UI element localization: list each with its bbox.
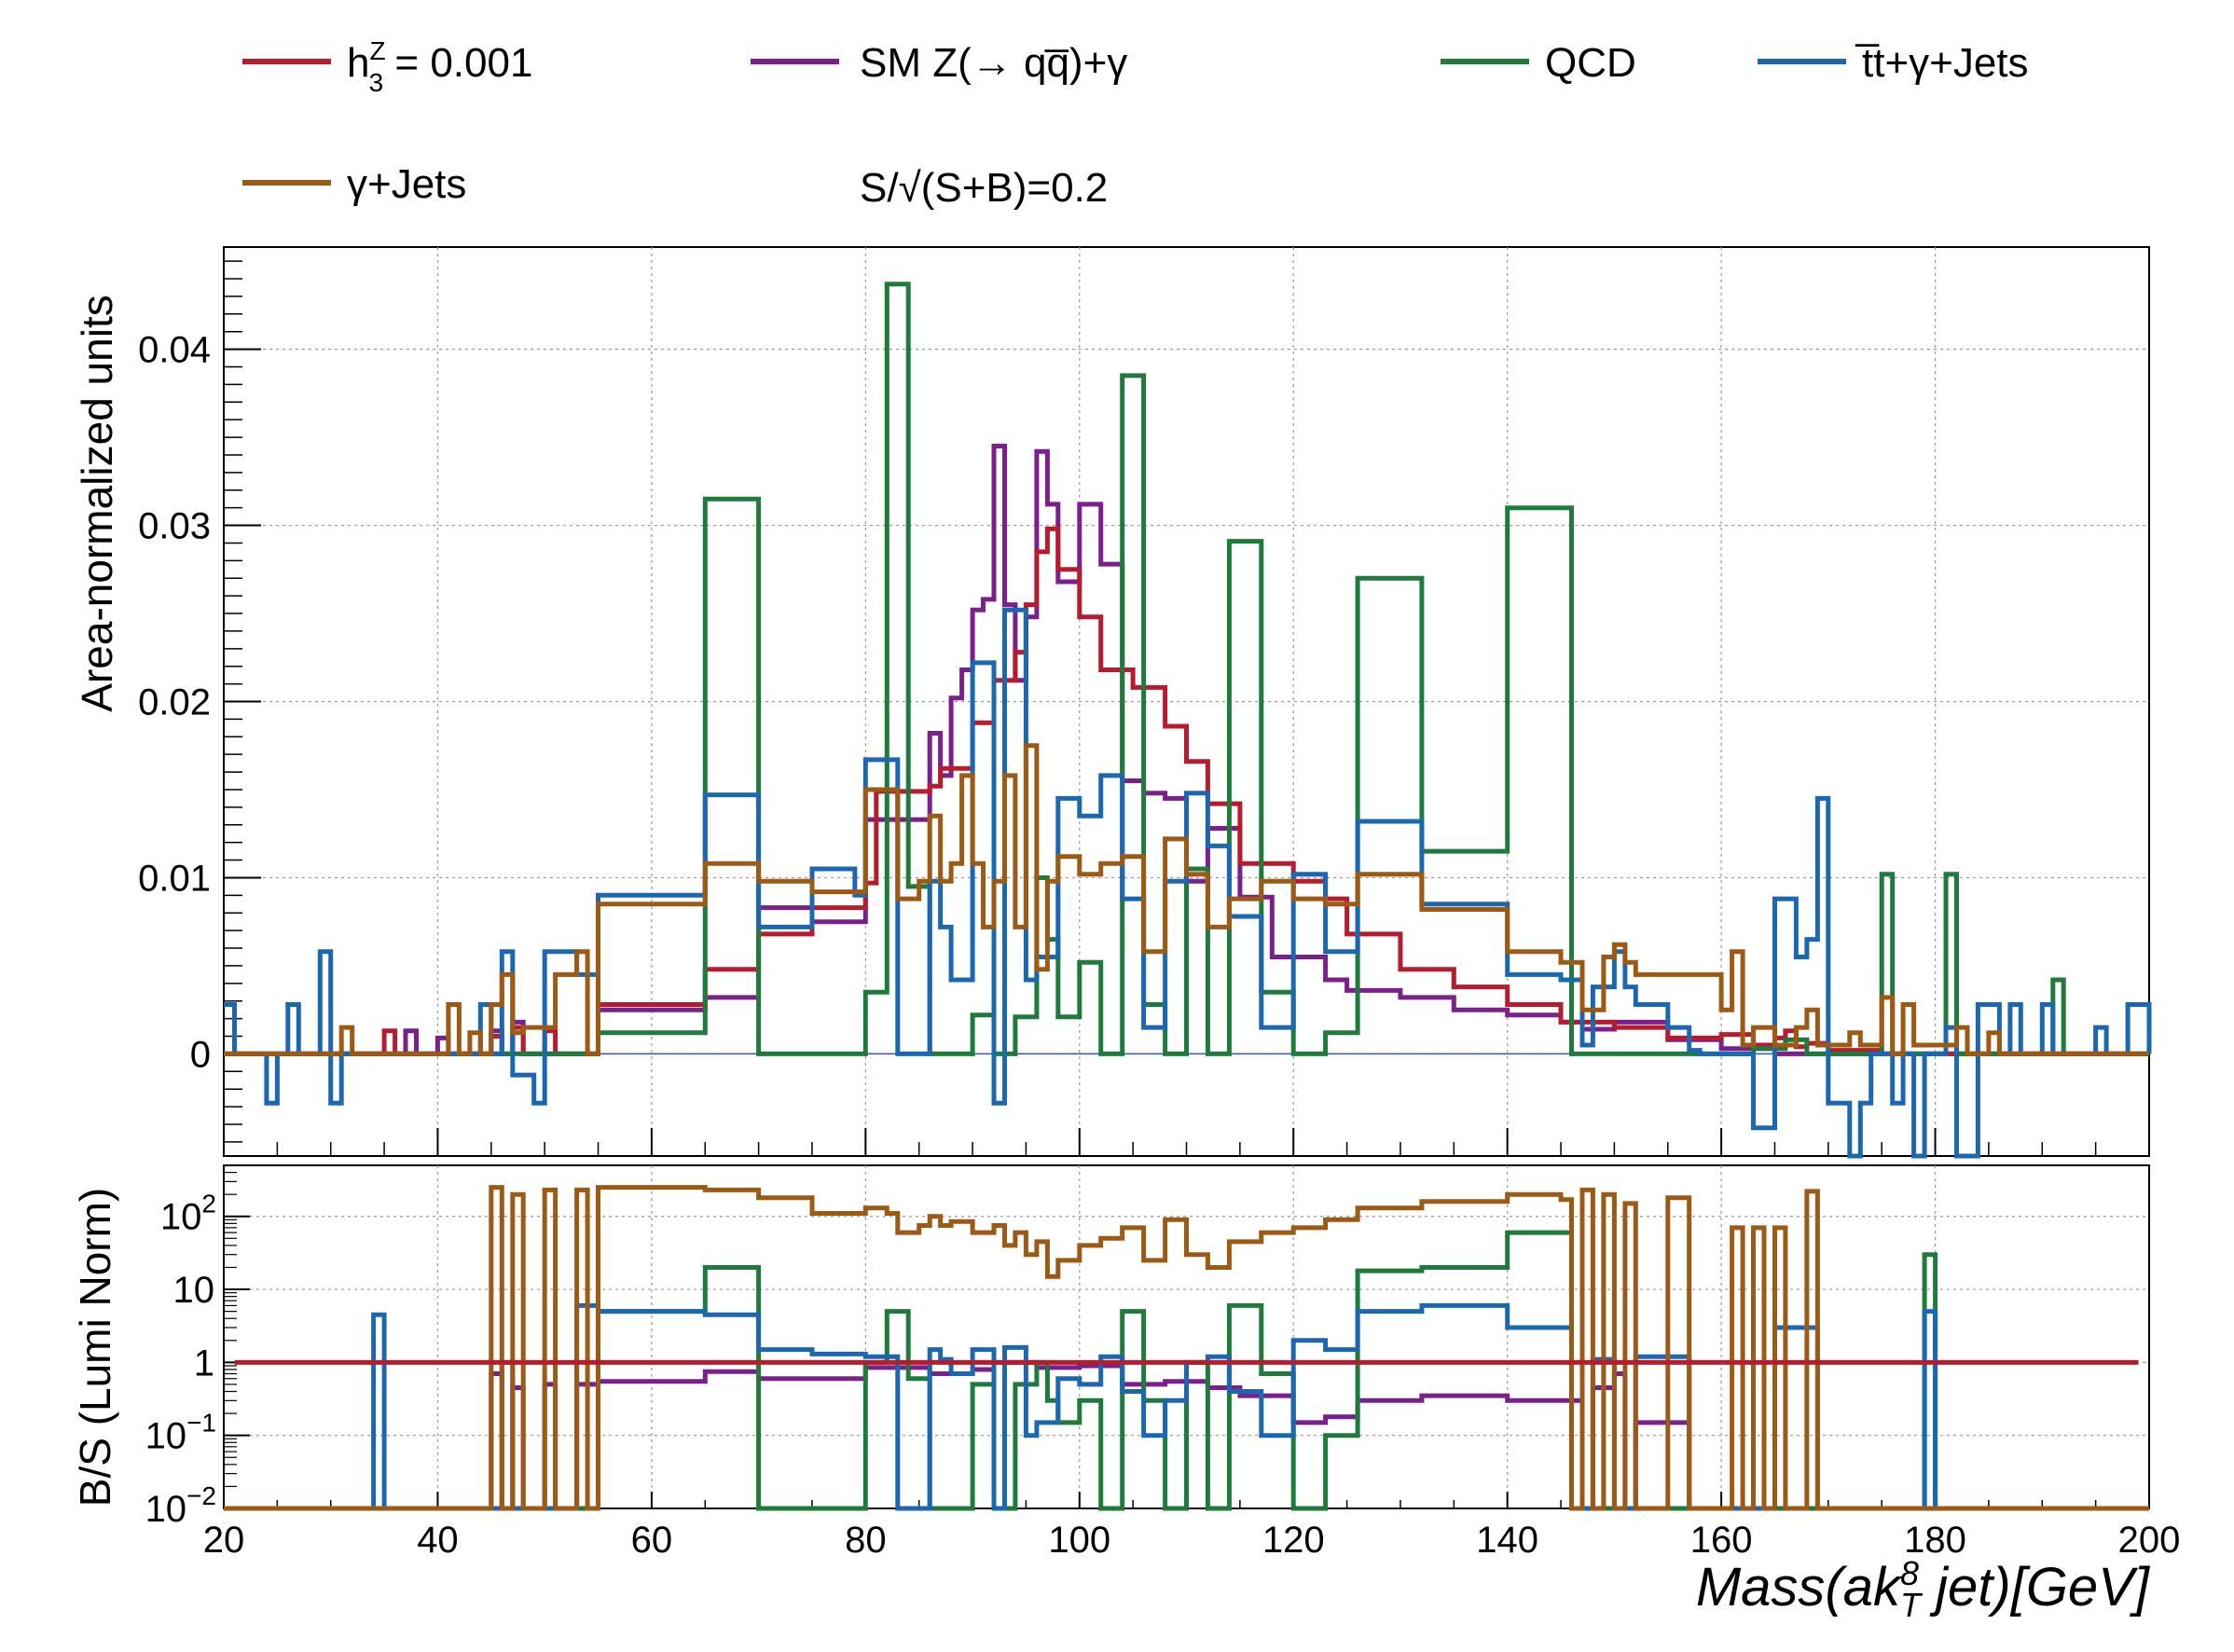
legend-label-sm-z: SM Z(→ qq̅)+γ <box>860 40 1127 86</box>
legend: hZ 3 = 0.001 SM Z(→ qq̅)+γ QCD t̅t+γ+Jets… <box>242 36 2029 211</box>
top-series-line-0 <box>224 526 2149 1056</box>
bottom-y-tick-label: 10−1 <box>145 1409 216 1457</box>
legend-entry-gamma-jets: γ+Jets <box>242 161 466 207</box>
top-series-line-4 <box>224 743 2149 1056</box>
legend-entry-sm-z: SM Z(→ qq̅)+γ <box>751 40 1127 86</box>
top-y-tick-label: 0.01 <box>138 858 211 899</box>
x-tick-label: 100 <box>1048 1520 1110 1561</box>
x-tick-label: 20 <box>203 1520 245 1561</box>
bottom-series-line-2 <box>224 1230 2149 1511</box>
top-panel: 0 0.01 0.02 0.03 0.04 Area-normalized units <box>73 246 2152 1159</box>
top-y-tick-label: 0 <box>190 1034 211 1075</box>
bottom-series-line-4 <box>224 1185 2149 1511</box>
bottom-y-tick-label: 10 <box>173 1270 215 1311</box>
x-tick-label: 180 <box>1904 1520 1966 1561</box>
top-y-tick-label: 0.02 <box>138 682 211 723</box>
legend-label-qcd: QCD <box>1545 40 1636 86</box>
top-series-line-3 <box>224 607 2152 1159</box>
significance-annotation: S/√(S+B)=0.2 <box>860 165 1108 211</box>
x-axis-title: Mass(ak8 T jet)[GeV] <box>1696 1554 2151 1624</box>
bottom-series <box>224 1185 2149 1511</box>
x-tick-label: 60 <box>631 1520 673 1561</box>
x-tick-label: 160 <box>1690 1520 1753 1561</box>
legend-label-ttbar: t̅t+γ+Jets <box>1855 40 2029 86</box>
x-tick-label: 40 <box>417 1520 459 1561</box>
x-tick-label: 140 <box>1476 1520 1538 1561</box>
top-y-tick-label: 0.04 <box>138 330 211 371</box>
top-series <box>224 282 2152 1159</box>
top-ticks: 0 0.01 0.02 0.03 0.04 <box>138 260 2150 1156</box>
bottom-y-tick-label: 1 <box>194 1342 214 1384</box>
bottom-y-tick-label: 102 <box>160 1190 216 1238</box>
bottom-panel: 20 40 60 80 100 120 140 160 180 200 10−2 10−1 1 10 102… <box>71 1164 2181 1624</box>
x-tick-label: 80 <box>845 1520 887 1561</box>
top-y-tick-label: 0.03 <box>138 506 211 547</box>
legend-label-gamma-jets: γ+Jets <box>347 161 466 207</box>
x-tick-label: 200 <box>2118 1520 2181 1561</box>
bottom-y-tick-label: 10−2 <box>145 1481 216 1530</box>
bottom-y-axis-title: B/S (Lumi Norm) <box>71 1188 119 1507</box>
top-y-axis-title: Area-normalized units <box>73 295 121 711</box>
x-tick-label: 120 <box>1262 1520 1325 1561</box>
bottom-ticks: 20 40 60 80 100 120 140 160 180 200 10−2 10−1 1 10 102 <box>145 1164 2181 1561</box>
legend-entry-ttbar: t̅t+γ+Jets <box>1758 40 2029 86</box>
bottom-series-line-3 <box>224 1302 2149 1511</box>
legend-entry-qcd: QCD <box>1441 40 1636 86</box>
